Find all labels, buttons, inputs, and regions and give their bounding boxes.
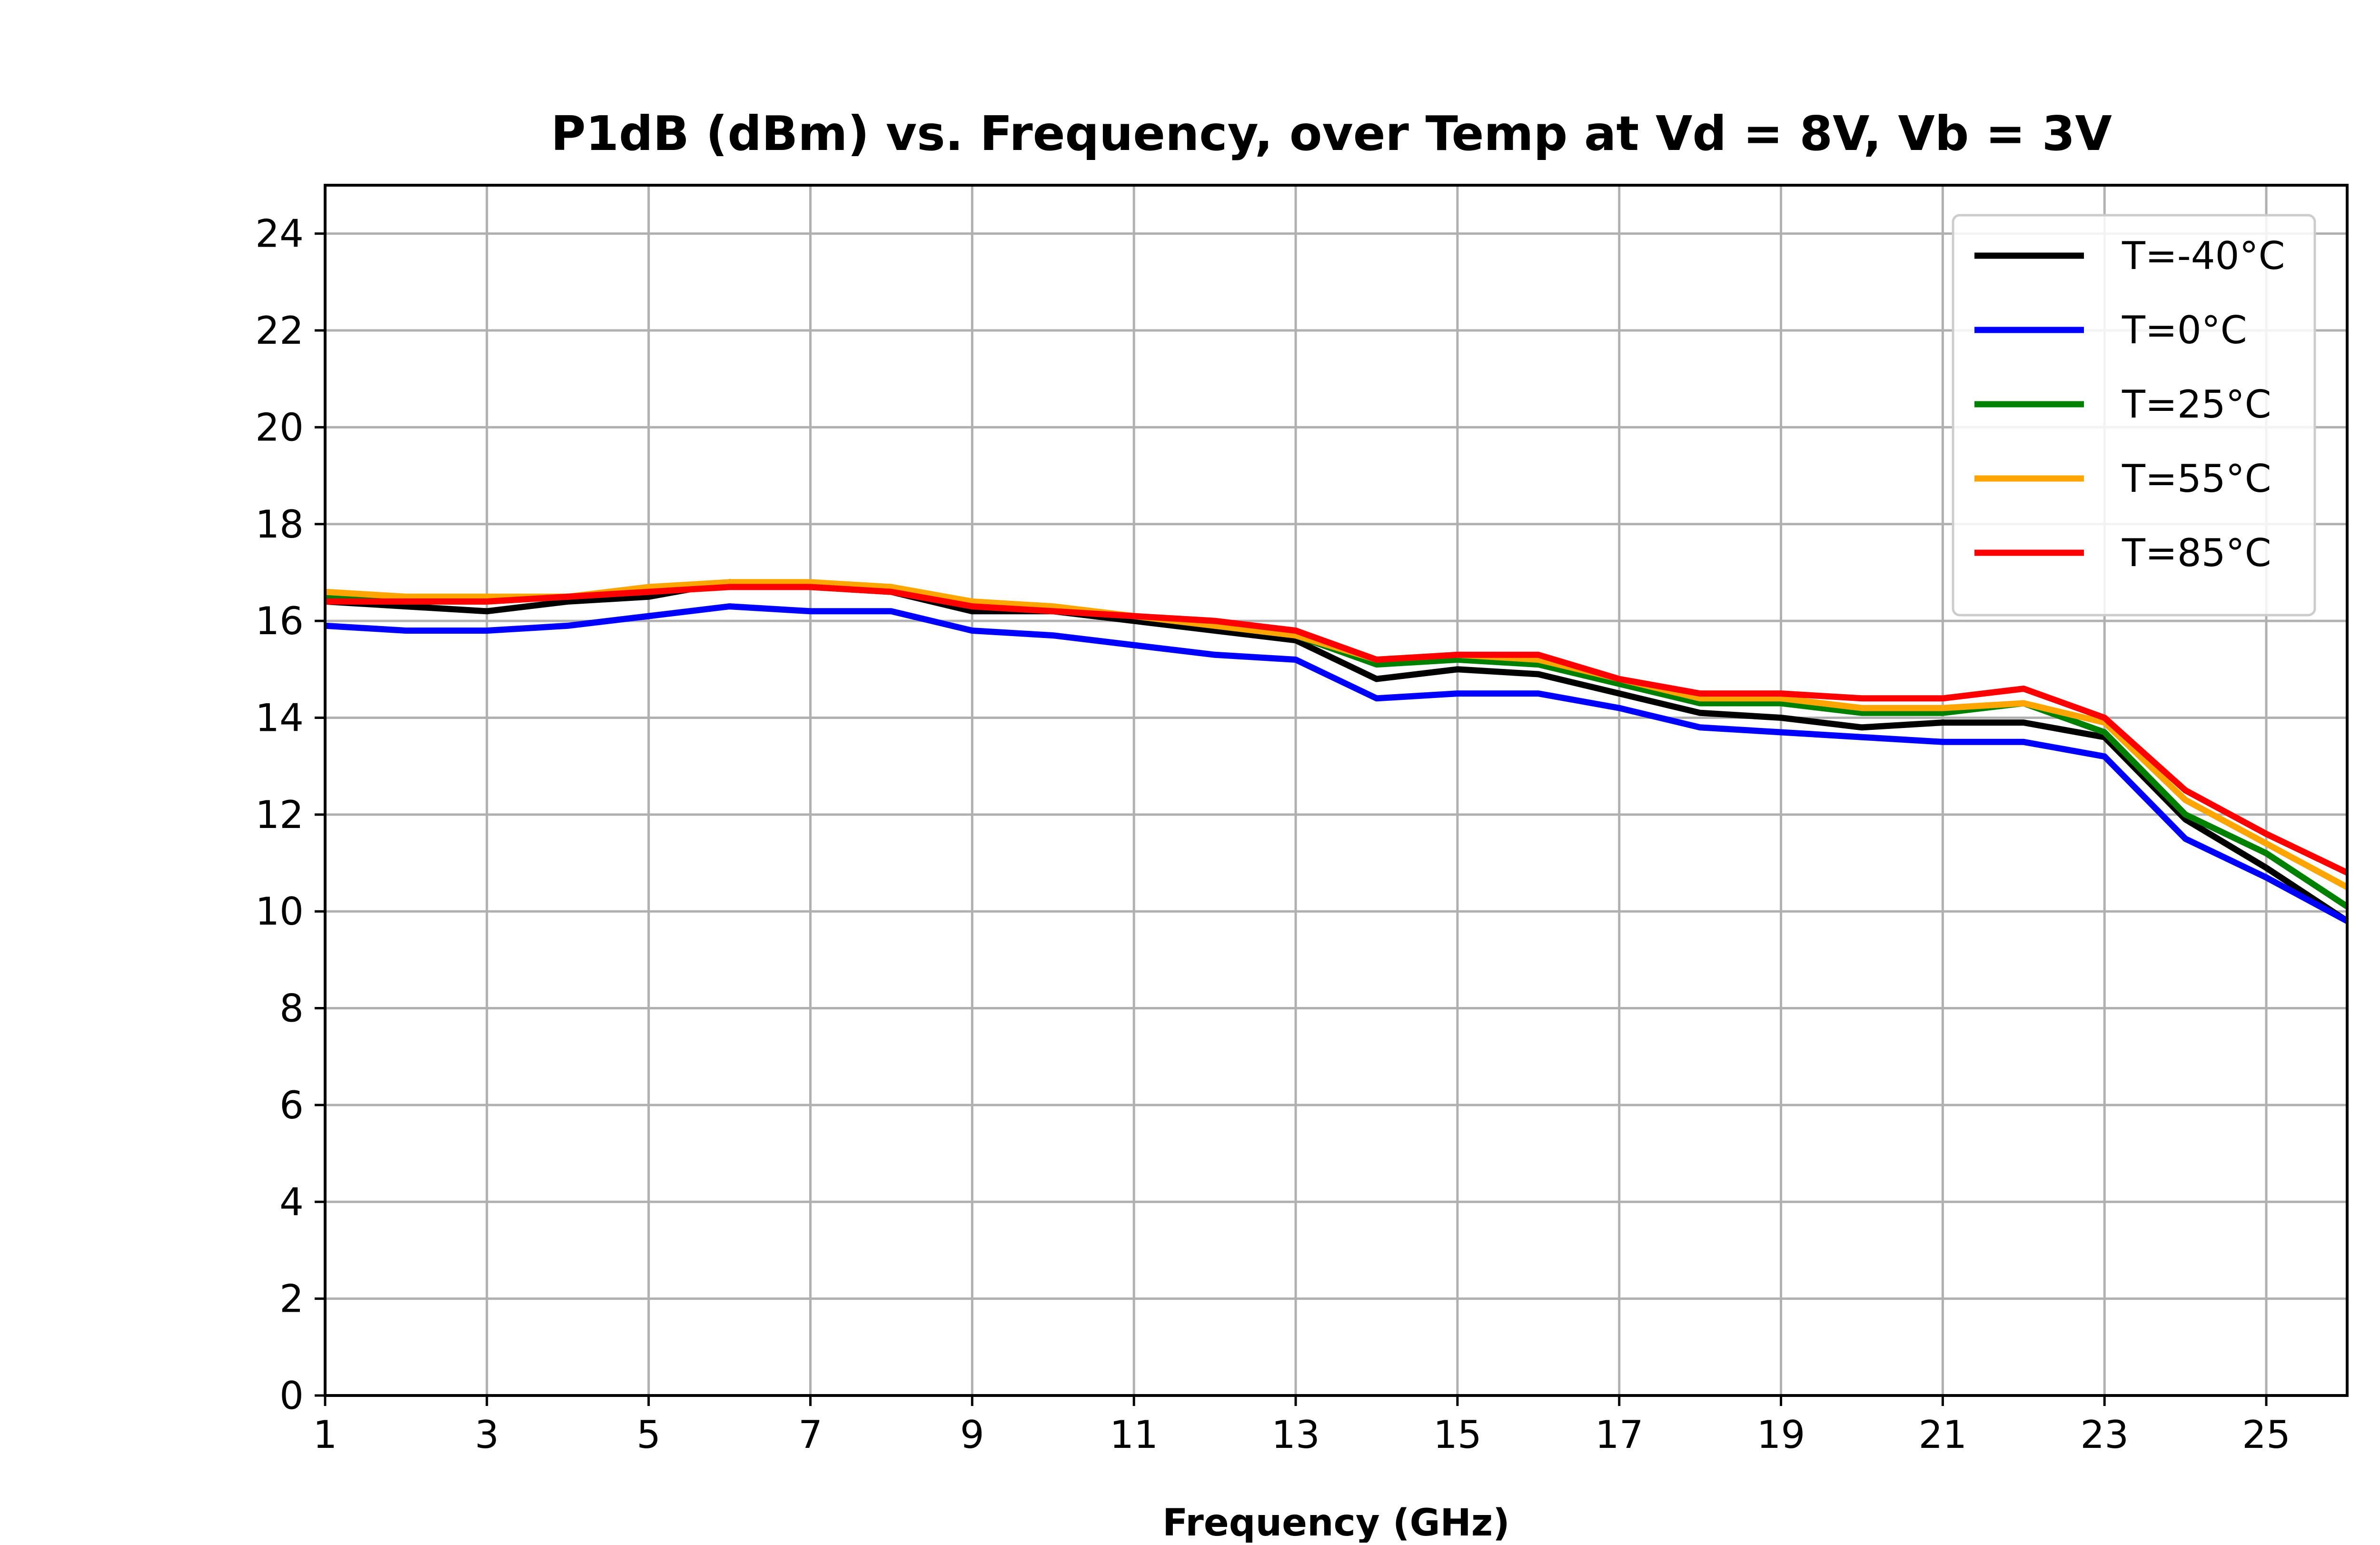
axis-ticks: 1 3 5 7 9 11 13 15 17 19 21 23 250246810121416182022… — [255, 212, 2291, 1457]
y-tick-label: 2 — [279, 1277, 304, 1321]
x-tick-label: 3 — [475, 1413, 499, 1457]
x-tick-label: 1 — [313, 1413, 337, 1457]
x-tick-label: 11 — [1110, 1413, 1158, 1457]
y-tick-label: 22 — [255, 309, 304, 353]
y-tick-label: 10 — [255, 889, 304, 934]
series-line-1 — [325, 603, 2349, 924]
legend: T=-40°C T=0°C T=25°C T=55°C T=85°C — [1952, 214, 2316, 617]
y-tick-label: 8 — [279, 987, 304, 1031]
y-tick-label: 6 — [279, 1083, 304, 1127]
series-line-4 — [325, 584, 2349, 876]
x-tick-label: 23 — [2080, 1413, 2129, 1457]
x-tick-label: 17 — [1595, 1413, 1644, 1457]
legend-box — [1952, 214, 2316, 617]
y-tick-label: 20 — [255, 405, 304, 449]
series-line-3 — [325, 579, 2349, 890]
legend-label: T=55°C — [2122, 457, 2271, 501]
y-tick-label: 0 — [279, 1374, 304, 1418]
y-tick-label: 24 — [255, 212, 304, 256]
chart-title: P1dB (dBm) vs. Frequency, over Temp at V… — [551, 106, 2112, 161]
legend-label: T=85°C — [2122, 531, 2271, 575]
x-tick-label: 21 — [1919, 1413, 1967, 1457]
y-tick-label: 18 — [255, 502, 304, 547]
x-tick-label: 19 — [1757, 1413, 1805, 1457]
legend-label: T=0°C — [2122, 308, 2247, 352]
x-tick-label: 13 — [1271, 1413, 1320, 1457]
x-tick-label: 7 — [798, 1413, 823, 1457]
y-tick-label: 16 — [255, 599, 304, 643]
y-tick-label: 14 — [255, 696, 304, 740]
x-tick-label: 5 — [636, 1413, 661, 1457]
plot-area-frame — [324, 184, 2349, 1397]
x-axis-label: Frequency (GHz) — [1162, 1502, 1510, 1543]
x-tick-label: 25 — [2242, 1413, 2291, 1457]
legend-label: T=25°C — [2122, 382, 2271, 427]
legend-label: T=-40°C — [2122, 234, 2285, 278]
series-line-0 — [325, 579, 2349, 924]
y-tick-label: 4 — [279, 1180, 304, 1224]
x-tick-label: 15 — [1433, 1413, 1482, 1457]
series-lines — [325, 579, 2349, 924]
x-tick-label: 9 — [960, 1413, 984, 1457]
y-tick-label: 12 — [255, 793, 304, 837]
